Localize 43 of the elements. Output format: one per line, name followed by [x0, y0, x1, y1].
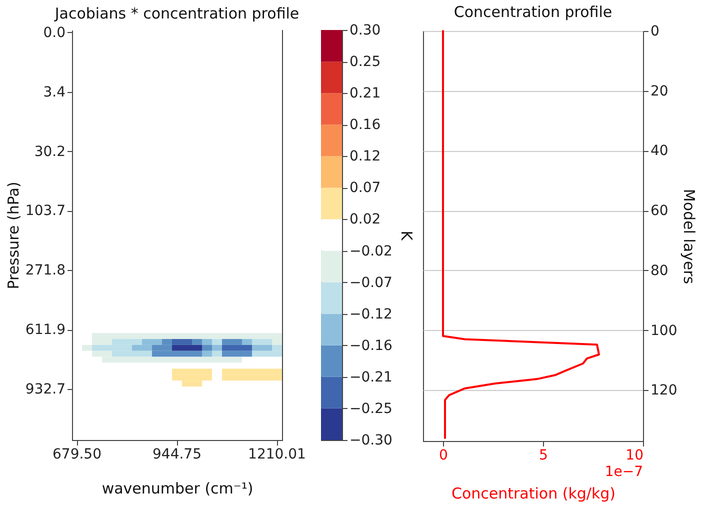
- color-bar-label: 0.16: [350, 117, 381, 134]
- color-bar-label: 0.02: [350, 212, 381, 228]
- y-tick-label: 103.7: [25, 203, 66, 220]
- x-tick-label: 679.50: [52, 446, 102, 462]
- y-tick-label: 80: [650, 262, 668, 279]
- y-tick-label: 60: [650, 203, 668, 220]
- color-bar-label: −0.12: [350, 306, 392, 322]
- x-axis-title: wavenumber (cm⁻¹): [102, 480, 254, 498]
- y-tick-label: 932.7: [25, 381, 66, 398]
- y-tick-label: 0.0: [43, 24, 66, 41]
- y-axis-title: Pressure (hPa): [4, 182, 22, 290]
- y-tick-label: 611.9: [25, 322, 66, 338]
- color-bar-label: −0.02: [350, 243, 392, 260]
- y-tick-label: 271.8: [25, 262, 66, 279]
- text: 1e−7: [604, 464, 643, 480]
- x-axis-title: Concentration (kg/kg): [451, 484, 616, 502]
- y-tick-label: 30.2: [34, 144, 66, 160]
- x-tick-label: 5: [539, 448, 548, 464]
- line-series: [442, 30, 600, 440]
- color-bar-label: 0.07: [350, 180, 381, 196]
- y-tick-label: 3.4: [43, 84, 66, 100]
- color-bar-label: −0.30: [350, 432, 392, 448]
- chart-title: Concentration profile: [454, 3, 612, 21]
- chart-title: Jacobians * concentration profile: [54, 4, 300, 22]
- color-bar-title: K: [397, 230, 416, 242]
- y-axis-title: Model layers: [680, 188, 698, 284]
- color-bar-label: 0.30: [350, 22, 381, 38]
- color-bar-label: 0.12: [350, 148, 381, 165]
- color-bar-label: 0.25: [350, 54, 381, 70]
- color-bar-label: −0.25: [350, 400, 392, 417]
- y-tick-label: 0: [650, 24, 660, 40]
- y-tick-label: 20: [650, 83, 668, 100]
- x-tick-label: 10: [626, 448, 644, 464]
- x-tick-label: 1210.01: [248, 446, 306, 462]
- color-bar-label: −0.16: [350, 338, 392, 354]
- y-tick-label: 40: [650, 143, 668, 160]
- x-tick-label: 944.75: [152, 446, 202, 462]
- y-tick-label: 120: [650, 382, 678, 399]
- color-bar-label: −0.07: [350, 274, 392, 291]
- x-tick-label: 0: [439, 448, 448, 464]
- color-bar-label: 0.21: [350, 86, 381, 102]
- y-tick-label: 100: [650, 322, 678, 339]
- color-bar-label: −0.21: [350, 369, 392, 386]
